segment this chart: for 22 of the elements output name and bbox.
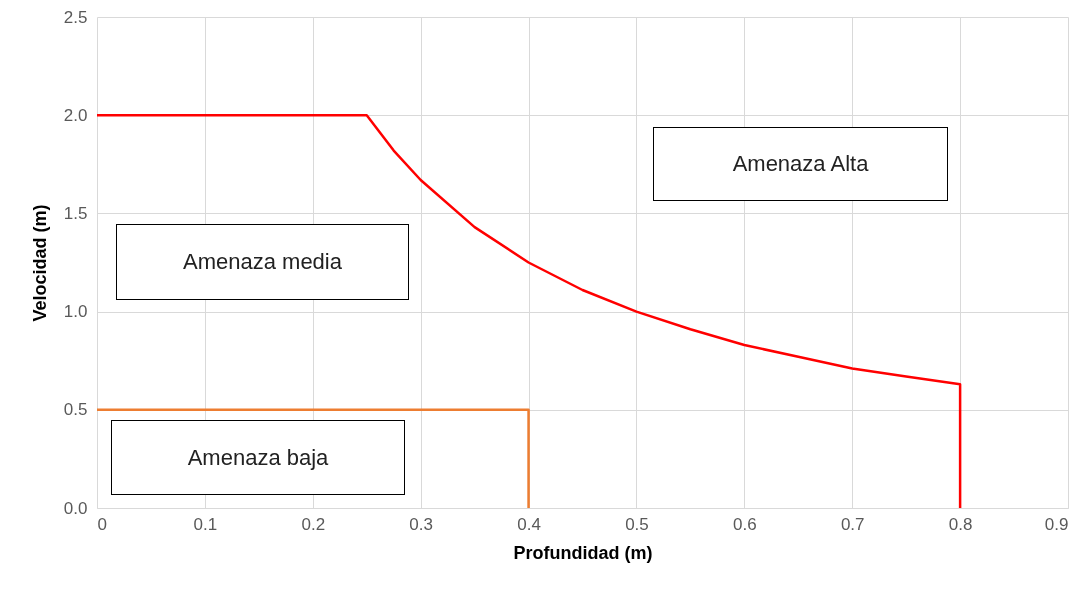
y-tick-label: 0.0 <box>63 498 88 518</box>
x-tick-label: 0.7 <box>840 514 865 534</box>
x-tick-label: 0.3 <box>409 514 433 534</box>
text-box: Amenaza baja <box>111 420 405 495</box>
text-box: Amenaza Alta <box>653 127 948 201</box>
x-tick-label: 0.9 <box>1044 514 1069 534</box>
y-tick-label: 1.5 <box>63 203 88 223</box>
y-tick-label: 1.0 <box>63 302 88 322</box>
line-series <box>95 113 962 510</box>
y-tick-label: 0.5 <box>63 400 88 420</box>
x-tick-label: 0.8 <box>948 514 973 534</box>
x-axis-title: Profundidad (m) <box>513 542 653 563</box>
x-tick-label: 0.5 <box>625 514 649 534</box>
x-tick-label: 0.4 <box>517 514 541 534</box>
x-tick-label: 0.2 <box>301 514 326 534</box>
x-tick-label: 0.1 <box>193 514 218 534</box>
x-tick-label: 0 <box>97 514 107 534</box>
x-tick-label: 0.6 <box>733 514 757 534</box>
y-axis-title: Velocidad (m) <box>29 204 50 322</box>
text-box: Amenaza media <box>116 224 409 300</box>
y-tick-label: 2.0 <box>63 105 88 125</box>
y-tick-label: 2.5 <box>63 7 88 27</box>
